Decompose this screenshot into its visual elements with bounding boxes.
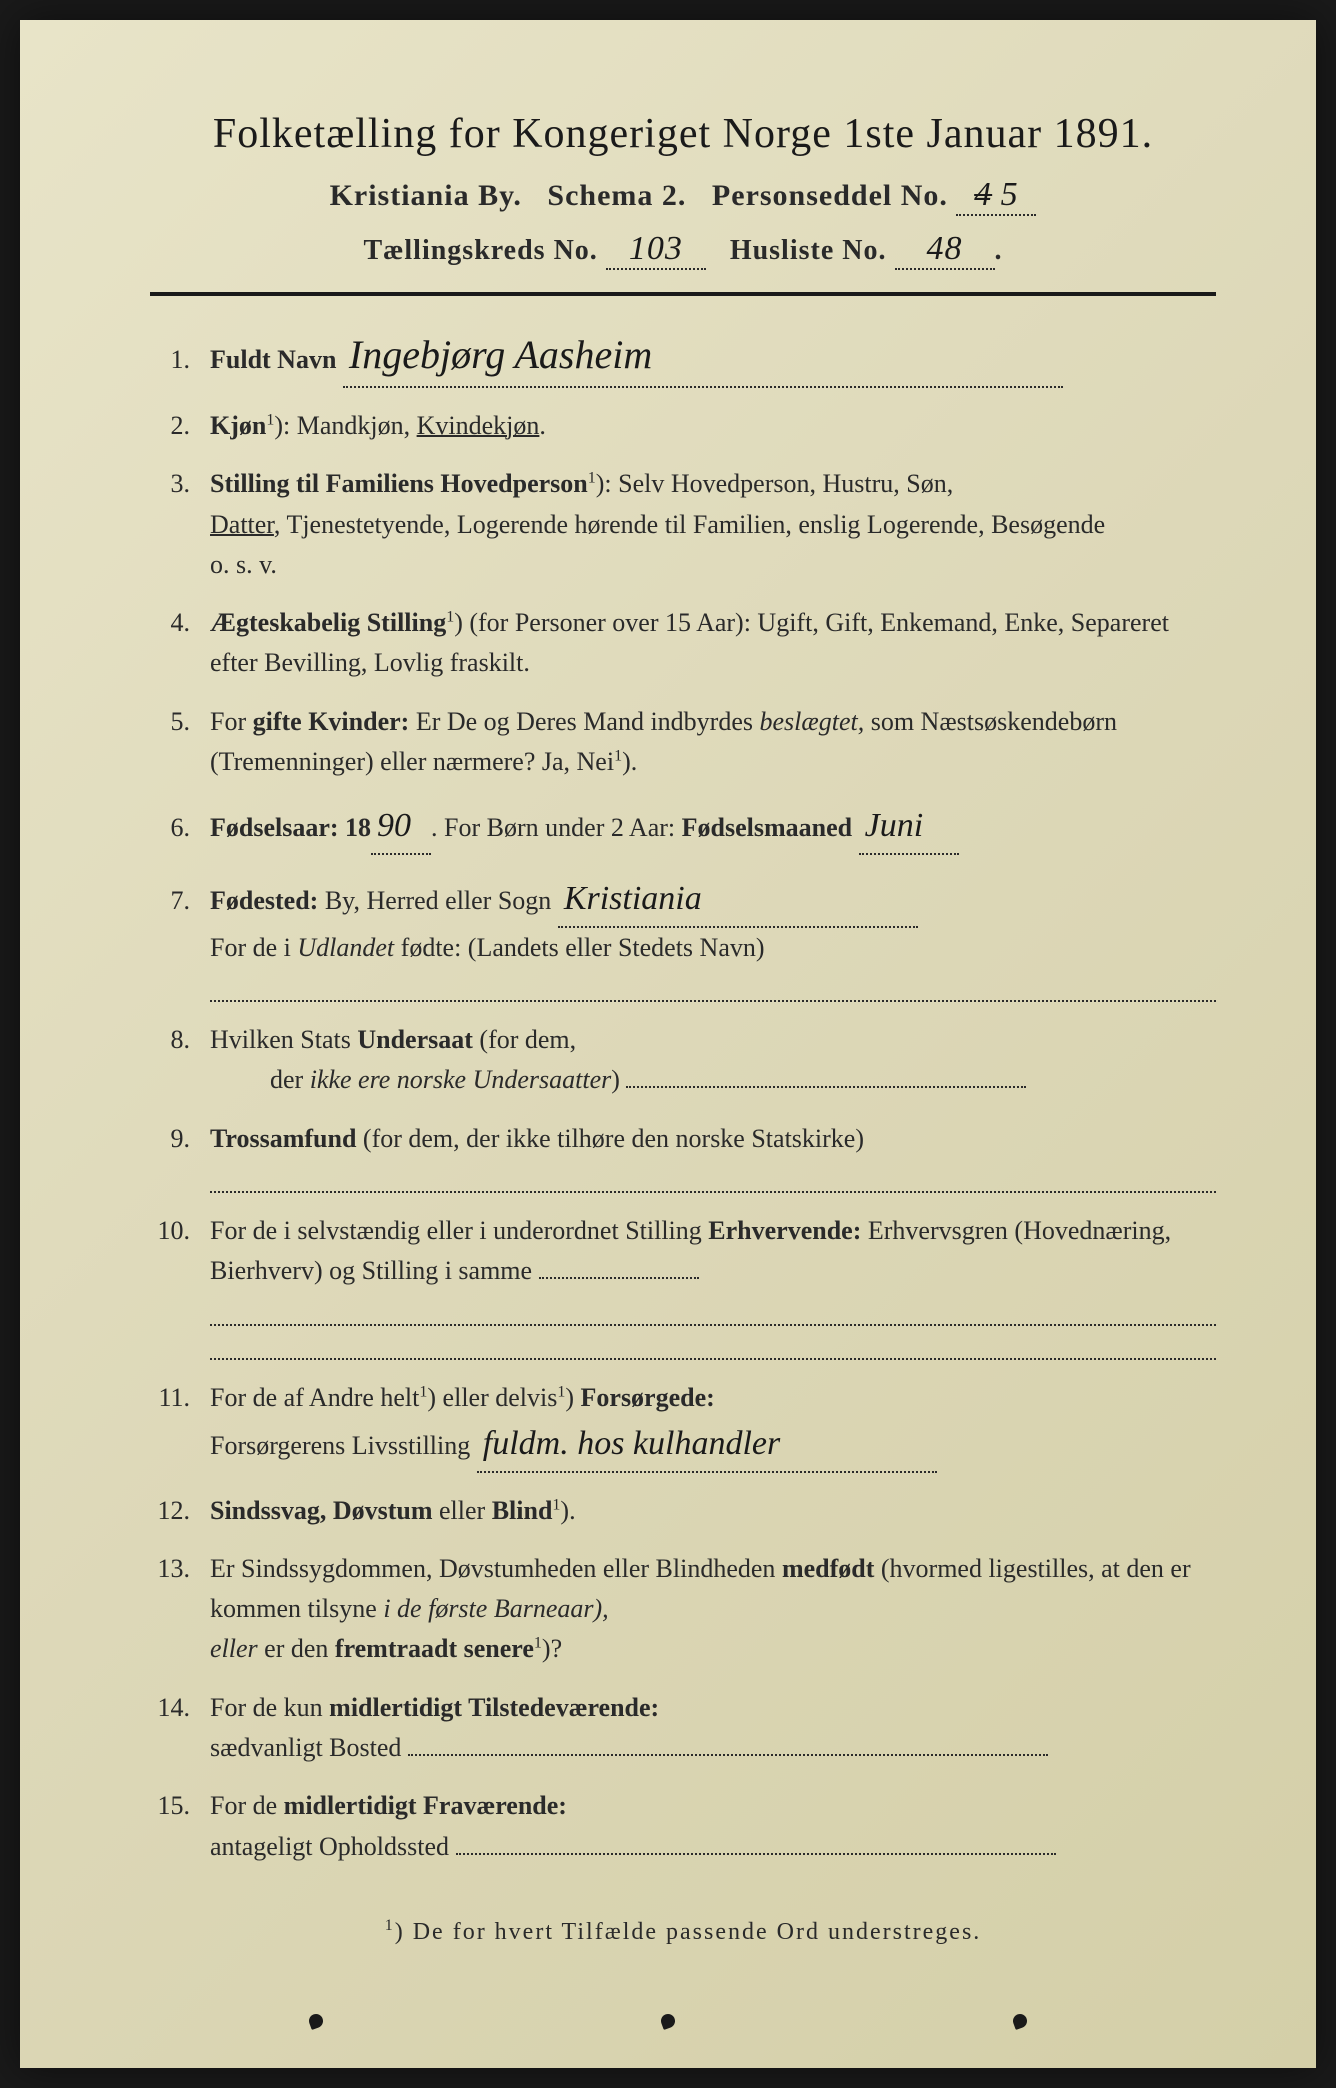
dot-icon [307, 2012, 325, 2030]
provider-occupation: fuldm. hos kulhandler [483, 1418, 780, 1471]
field-num: 13. [150, 1549, 210, 1589]
field-13: 13. Er Sindssygdommen, Døvstumheden elle… [150, 1549, 1216, 1670]
blank [626, 1086, 1026, 1088]
field-num: 10. [150, 1211, 210, 1251]
field-num: 12. [150, 1491, 210, 1531]
field-label: Ægteskabelig Stilling [210, 608, 446, 637]
field-7: 7. Fødested: By, Herred eller Sogn Krist… [150, 873, 1216, 1002]
field-8: 8. Hvilken Stats Undersaat (for dem, der… [150, 1020, 1216, 1101]
census-form-page: Folketælling for Kongeriget Norge 1ste J… [20, 20, 1316, 2068]
field-num: 3. [150, 464, 210, 504]
field-4: 4. Ægteskabelig Stilling1) (for Personer… [150, 603, 1216, 684]
field-2: 2. Kjøn1): Mandkjøn, Kvindekjøn. [150, 406, 1216, 446]
form-header: Folketælling for Kongeriget Norge 1ste J… [150, 110, 1216, 270]
subtitle-line-1: Kristiania By. Schema 2. Personseddel No… [150, 176, 1216, 216]
blank [456, 1853, 1056, 1855]
husliste-label: Husliste No. [730, 235, 887, 266]
field-label: Kjøn [210, 411, 266, 440]
blank-line [210, 976, 1216, 1002]
field-num: 11. [150, 1378, 210, 1418]
field-num: 5. [150, 702, 210, 742]
birthyear-value: 90 [377, 800, 411, 853]
field-num: 9. [150, 1119, 210, 1159]
main-title: Folketælling for Kongeriget Norge 1ste J… [150, 110, 1216, 158]
field-12: 12. Sindssvag, Døvstum eller Blind1). [150, 1491, 1216, 1531]
field-num: 4. [150, 603, 210, 643]
blank [539, 1277, 699, 1279]
blank [408, 1754, 1048, 1756]
punch-marks [20, 2014, 1316, 2028]
dot-icon [659, 2012, 677, 2030]
field-num: 7. [150, 881, 210, 921]
dot-icon [1011, 2012, 1029, 2030]
birthmonth-value: Juni [865, 800, 924, 853]
kreds-label: Tællingskreds No. [363, 235, 597, 266]
field-1: 1. Fuldt Navn Ingebjørg Aasheim [150, 324, 1216, 388]
sex-value: Kvindekjøn [417, 411, 540, 440]
field-10: 10. For de i selvstændig eller i underor… [150, 1211, 1216, 1360]
birthplace-value: Kristiania [564, 873, 702, 926]
personseddel-no-struck: 4 [974, 176, 992, 214]
subtitle-line-2: Tællingskreds No. 103 Husliste No. 48. [150, 230, 1216, 270]
field-num: 1. [150, 340, 210, 380]
field-6: 6. Fødselsaar: 1890. For Børn under 2 Aa… [150, 800, 1216, 855]
husliste-no: 48 [927, 230, 963, 268]
personseddel-no: 5 [1001, 176, 1019, 214]
field-label: Fuldt Navn [210, 345, 336, 374]
field-11: 11. For de af Andre helt1) eller delvis1… [150, 1378, 1216, 1473]
divider [150, 292, 1216, 296]
field-9: 9. Trossamfund (for dem, der ikke tilhør… [150, 1119, 1216, 1193]
field-num: 8. [150, 1020, 210, 1060]
footnote: 1) De for hvert Tilfælde passende Ord un… [150, 1917, 1216, 1946]
city-label: Kristiania By. [330, 179, 522, 212]
field-num: 15. [150, 1786, 210, 1826]
personseddel-label: Personseddel No. [712, 179, 948, 212]
field-num: 2. [150, 406, 210, 446]
field-5: 5. For gifte Kvinder: Er De og Deres Man… [150, 702, 1216, 783]
blank-line [210, 1334, 1216, 1360]
field-num: 14. [150, 1688, 210, 1728]
field-num: 6. [150, 808, 210, 848]
kreds-no: 103 [629, 230, 683, 268]
relation-value: Datter [210, 510, 274, 539]
blank-line [210, 1300, 1216, 1326]
field-3: 3. Stilling til Familiens Hovedperson1):… [150, 464, 1216, 585]
field-14: 14. For de kun midlertidigt Tilstedevære… [150, 1688, 1216, 1769]
field-label: Stilling til Familiens Hovedperson [210, 469, 588, 498]
full-name-value: Ingebjørg Aasheim [349, 324, 652, 386]
field-15: 15. For de midlertidigt Fraværende: anta… [150, 1786, 1216, 1867]
blank-line [210, 1167, 1216, 1193]
schema-label: Schema 2. [547, 179, 686, 212]
